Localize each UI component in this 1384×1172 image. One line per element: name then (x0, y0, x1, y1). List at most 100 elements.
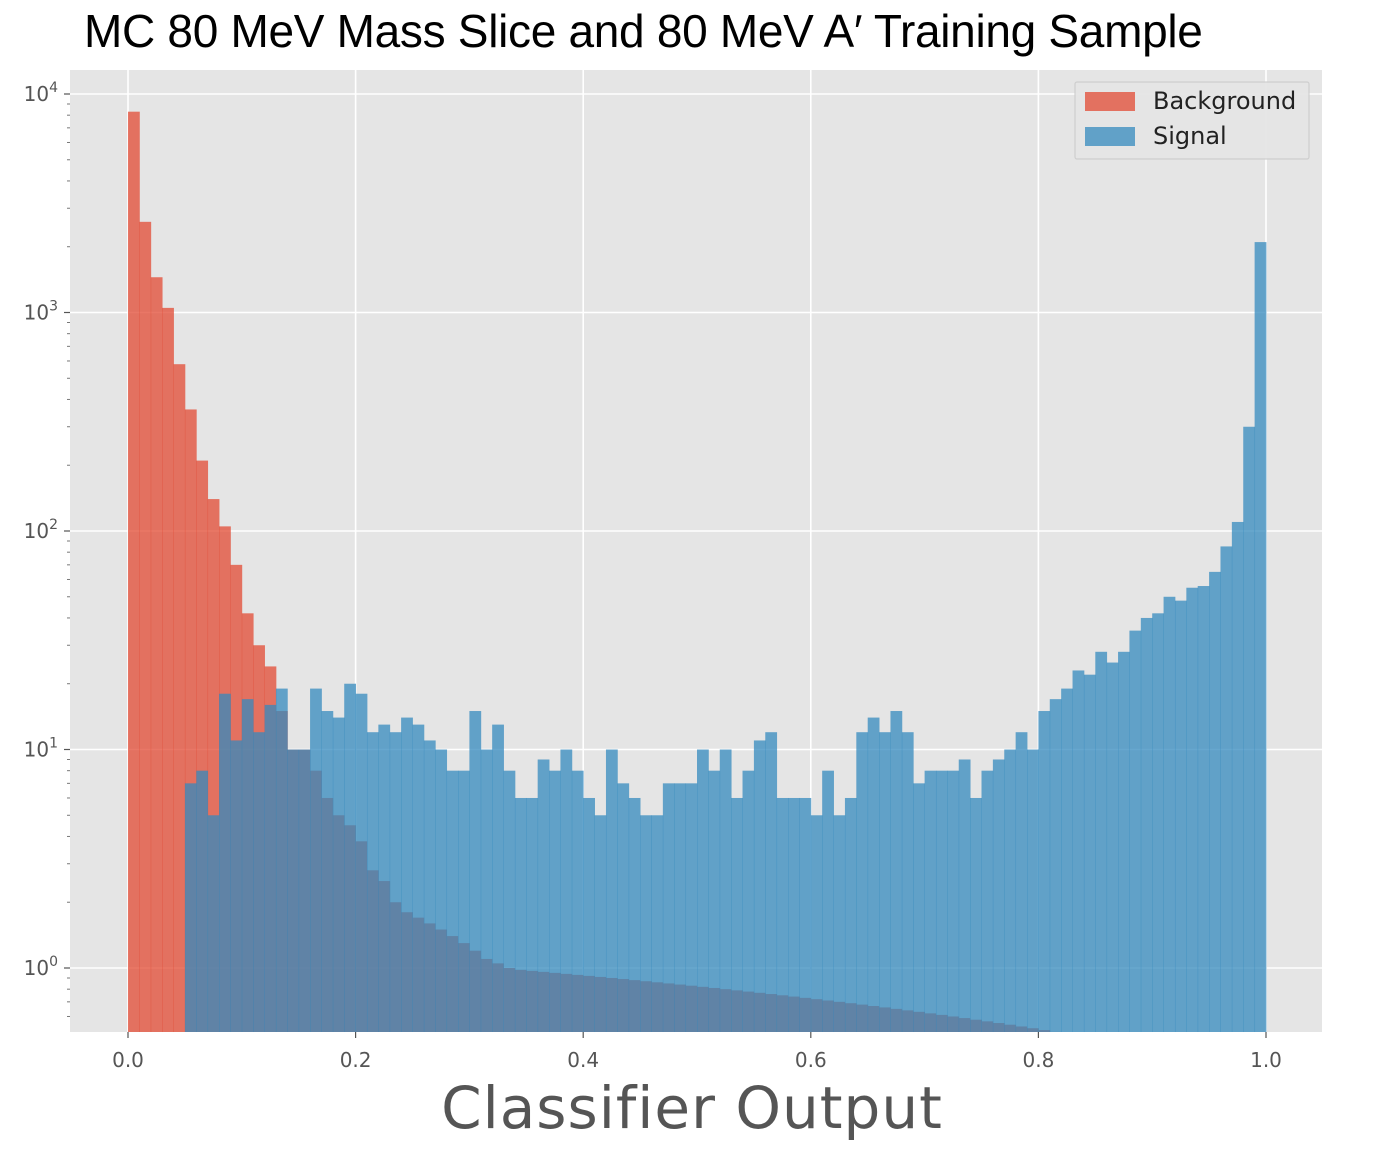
background-bar (139, 221, 152, 1033)
signal-bar (822, 770, 834, 1032)
signal-bar (196, 770, 209, 1032)
signal-bar (1061, 688, 1073, 1032)
signal-bar (1243, 426, 1256, 1032)
signal-bar (947, 770, 960, 1032)
signal-bar (697, 749, 709, 1032)
signal-bar (1174, 600, 1187, 1032)
signal-bar (662, 783, 675, 1032)
signal-bar (799, 797, 812, 1032)
signal-bar (492, 724, 504, 1032)
signal-bar (1186, 587, 1199, 1032)
signal-bar (594, 815, 607, 1032)
signal-bar (355, 693, 368, 1032)
signal-bar (833, 815, 846, 1032)
signal-bar (913, 783, 925, 1032)
signal-bar (1015, 732, 1028, 1032)
signal-bar (1220, 546, 1233, 1032)
x-tick-label: 0.4 (567, 1048, 599, 1072)
signal-bar (219, 693, 231, 1032)
signal-bar (810, 815, 823, 1032)
legend: Background Signal (1074, 81, 1310, 160)
legend-label-background: Background (1153, 87, 1296, 115)
signal-bar (1129, 630, 1142, 1032)
signal-bar (435, 749, 448, 1032)
signal-bar (1106, 662, 1119, 1032)
signal-bar (992, 759, 1005, 1032)
signal-bar (753, 740, 766, 1032)
signal-bar (765, 732, 778, 1032)
legend-label-signal: Signal (1153, 122, 1227, 150)
y-tick-label: 100 (24, 954, 58, 980)
signal-bar (890, 711, 903, 1032)
signal-bar (924, 770, 937, 1032)
x-tick-label: 0.2 (340, 1048, 372, 1072)
signal-bar (332, 717, 345, 1032)
page-title: MC 80 MeV Mass Slice and 80 MeV A′ Train… (84, 5, 1203, 57)
signal-bar (776, 797, 789, 1032)
signal-bar (446, 770, 459, 1032)
signal-bar (674, 783, 687, 1032)
background-bar (196, 460, 209, 1032)
signal-bar (583, 797, 595, 1032)
signal-bar (970, 797, 982, 1032)
signal-bar (298, 749, 311, 1032)
background-bar (184, 409, 197, 1033)
signal-bar (401, 717, 413, 1032)
signal-bar (708, 770, 721, 1032)
x-tick-label: 0.0 (112, 1048, 144, 1072)
signal-bar (184, 783, 197, 1032)
signal-bar (321, 711, 334, 1032)
signal-bar (1254, 242, 1267, 1032)
y-tick-label: 102 (24, 517, 58, 543)
y-axis: 100 101 102 103 104 (24, 80, 70, 1017)
signal-bar (549, 770, 561, 1032)
signal-bar (1118, 651, 1130, 1032)
x-tick-label: 0.6 (795, 1048, 827, 1072)
signal-bar (1095, 651, 1108, 1032)
legend-swatch-signal (1085, 127, 1135, 146)
signal-bar (685, 783, 698, 1032)
signal-bar (1231, 521, 1244, 1032)
x-tick-label: 0.8 (1022, 1048, 1054, 1072)
signal-bar (1152, 613, 1164, 1032)
signal-bar (742, 770, 755, 1032)
signal-bar (412, 724, 425, 1032)
signal-bar (605, 749, 618, 1032)
signal-bar (526, 797, 539, 1032)
signal-bar (287, 749, 300, 1032)
x-axis: 0.0 0.2 0.4 0.6 0.8 1.0 (112, 1032, 1282, 1072)
y-tick-label: 101 (24, 736, 58, 762)
legend-swatch-background (1085, 92, 1135, 111)
signal-bar (1004, 749, 1017, 1032)
signal-bar (264, 704, 277, 1032)
signal-bar (275, 688, 288, 1032)
signal-bar (480, 749, 493, 1032)
signal-bar (537, 759, 550, 1032)
background-bar (173, 364, 186, 1032)
signal-bar (640, 815, 652, 1032)
background-bar (150, 277, 163, 1032)
signal-bar (1140, 617, 1153, 1032)
signal-bar (856, 732, 869, 1032)
signal-bar (344, 683, 356, 1032)
y-tick-label: 103 (24, 299, 58, 325)
signal-bar (469, 711, 482, 1032)
signal-bar (1049, 699, 1062, 1032)
signal-bar (1209, 571, 1221, 1032)
signal-bar (571, 770, 584, 1032)
x-tick-label: 1.0 (1250, 1048, 1282, 1072)
signal-bar (844, 797, 857, 1032)
signal-bar (617, 783, 630, 1032)
signal-bar (867, 717, 880, 1032)
signal-bar (241, 699, 254, 1032)
signal-bar (503, 770, 516, 1032)
background-bar (207, 499, 220, 1032)
signal-bar (1072, 670, 1085, 1032)
signal-bar (628, 797, 641, 1032)
signal-bar (560, 749, 573, 1032)
signal-bar (935, 770, 948, 1032)
y-tick-label: 104 (24, 80, 58, 106)
signal-bar (423, 740, 436, 1032)
signal-bar (719, 749, 732, 1032)
signal-bar (788, 797, 800, 1032)
